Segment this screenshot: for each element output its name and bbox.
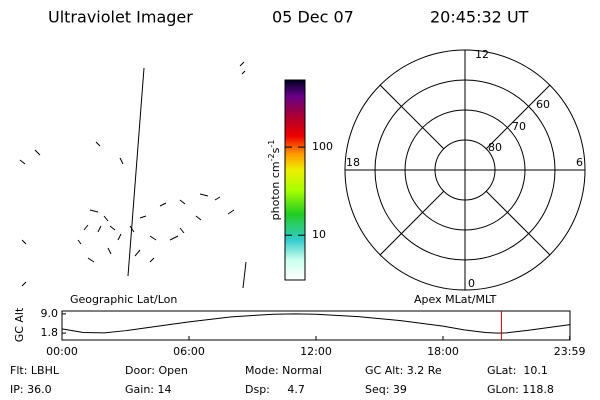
x-tick-label: 00:00 [46,345,78,358]
status-field: GLon: 118.8 [487,383,554,396]
plot-frame [61,310,571,341]
mlt-label: 12 [475,48,489,61]
y-tick-label: 9.0 [41,307,59,320]
colorbar-label: photon cm-2s-1 [267,140,283,221]
status-field: Mode: Normal [245,364,322,377]
mlt-label: 0 [468,277,475,290]
status-field: Dsp: 4.7 [245,383,305,396]
polar-grid [344,49,586,291]
lat-label: 80 [488,141,502,154]
colorbar [284,79,306,281]
colorbar-tick-label: 10 [312,228,326,241]
status-field: Flt: LBHL [10,364,60,377]
polar-label: Apex MLat/MLT [414,293,497,306]
status-field: Gain: 14 [125,383,172,396]
lat-label: 60 [536,98,550,111]
x-tick-label: 18:00 [427,345,459,358]
status-field: Seq: 39 [365,383,407,396]
mlt-label: 18 [346,156,360,169]
lat-label: 70 [512,120,526,133]
y-axis-label: GC Alt [13,307,26,342]
status-field: GC Alt: 3.2 Re [365,364,442,377]
status-field: GLat: 10.1 [487,364,548,377]
map-coastlines [19,61,247,289]
x-tick-label: 23:59 [554,345,586,358]
status-field: Door: Open [125,364,188,377]
title: Ultraviolet Imager [48,8,193,27]
time: 20:45:32 UT [430,8,529,27]
colorbar-tick-label: 100 [312,140,333,153]
x-tick-label: 06:00 [173,345,205,358]
date: 05 Dec 07 [272,8,354,27]
x-tick-label: 12:00 [300,345,332,358]
mlt-label: 6 [576,156,583,169]
y-tick-label: 1.8 [41,326,59,339]
map-label: Geographic Lat/Lon [70,293,177,306]
status-field: IP: 36.0 [10,383,52,396]
altitude-line [61,313,571,334]
